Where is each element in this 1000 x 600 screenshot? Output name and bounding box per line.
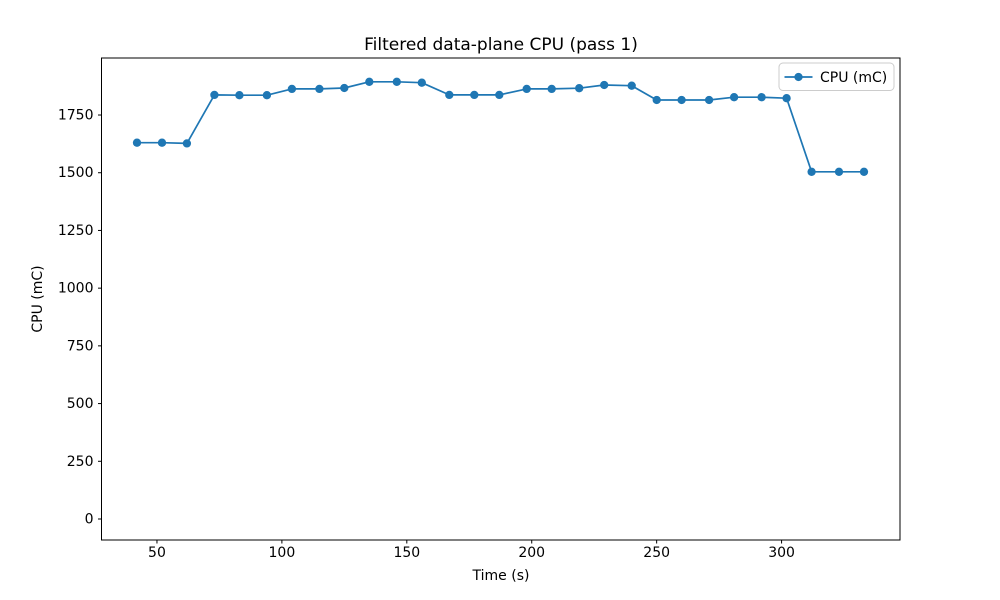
data-point-marker: [417, 78, 426, 87]
x-tick-label: 150: [393, 545, 420, 561]
x-tick-label: 300: [768, 545, 795, 561]
legend-entry-label: CPU (mC): [820, 70, 887, 86]
legend-box: [778, 62, 895, 91]
data-point-marker: [132, 138, 142, 147]
y-tick-label: 1250: [58, 223, 94, 239]
data-point-marker: [652, 95, 661, 105]
data-point-marker: [600, 80, 609, 90]
legend-marker-icon: [794, 72, 803, 82]
x-tick-label: 200: [518, 545, 545, 561]
data-point-marker: [392, 77, 401, 86]
x-tick-label: 100: [269, 545, 296, 561]
data-point-marker: [729, 93, 739, 102]
data-point-marker: [182, 139, 192, 148]
data-point-marker: [315, 84, 324, 94]
data-point-marker: [627, 81, 636, 90]
y-tick-label: 1750: [58, 108, 94, 124]
data-point-marker: [262, 91, 272, 100]
y-tick-label: 500: [67, 396, 94, 412]
data-point-marker: [470, 90, 479, 100]
data-point-marker: [807, 167, 816, 176]
data-point-marker: [547, 84, 556, 94]
data-point-marker: [157, 138, 167, 147]
y-tick-label: 750: [67, 338, 94, 354]
plot-border: [101, 57, 901, 541]
data-point-marker: [235, 91, 244, 100]
x-axis-label: Time (s): [472, 568, 530, 584]
x-tick-label: 50: [148, 545, 166, 561]
data-point-marker: [757, 93, 766, 102]
y-tick-label: 250: [67, 454, 94, 470]
data-point-marker: [340, 83, 349, 93]
data-point-marker: [495, 90, 504, 100]
y-axis-ticks: 0 250 500 750 1000 1250 1500 1750: [58, 108, 102, 527]
data-point-marker: [445, 90, 454, 100]
chart-title: Filtered data-plane CPU (pass 1): [364, 35, 638, 55]
x-axis-ticks: 50 100 150 200 250 300: [148, 540, 795, 561]
data-point-marker: [859, 167, 869, 176]
data-point-marker: [522, 84, 531, 94]
y-tick-label: 1500: [58, 165, 94, 181]
data-point-marker: [782, 94, 791, 103]
data-point-marker: [704, 95, 714, 105]
y-tick-label: 0: [85, 511, 94, 527]
data-point-marker: [287, 84, 297, 94]
data-point-marker: [575, 84, 584, 93]
data-series-markers: [132, 77, 869, 176]
x-tick-label: 250: [643, 545, 670, 561]
y-axis-label: CPU (mC): [30, 265, 46, 332]
data-point-marker: [677, 95, 686, 105]
data-point-marker: [210, 90, 219, 100]
data-point-marker: [365, 77, 374, 86]
legend: CPU (mC): [778, 62, 895, 91]
y-tick-label: 1000: [58, 281, 94, 297]
data-point-marker: [834, 167, 844, 176]
